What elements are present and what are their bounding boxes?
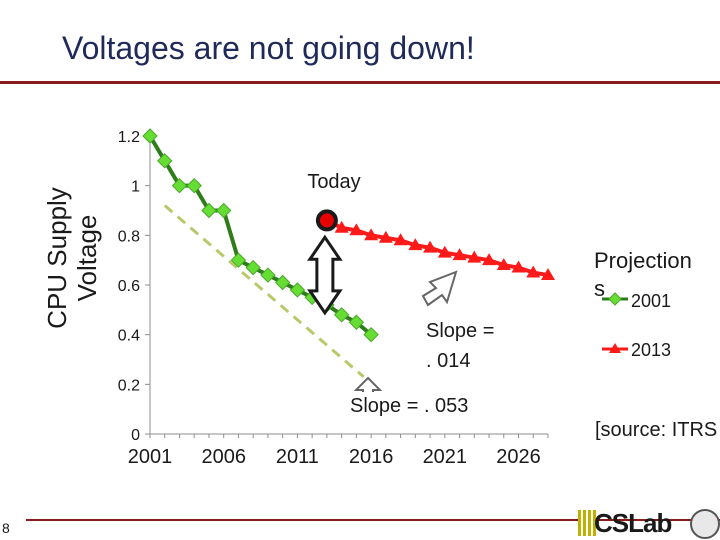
series-2001-line	[148, 134, 373, 337]
series-2013-point	[526, 265, 541, 278]
series-layer	[142, 128, 555, 343]
series-2001-point	[363, 326, 379, 343]
slide-title: Voltages are not going down!	[62, 30, 475, 66]
series-2013-point	[364, 228, 379, 241]
footer-divider	[26, 519, 720, 521]
y-tick-label: 0.4	[118, 328, 140, 345]
y-axis-title-line: CPU Supply	[42, 187, 72, 329]
y-tick-label: 0	[131, 427, 140, 444]
series-2001-point	[245, 259, 261, 276]
series-2001-point	[230, 252, 247, 268]
series-2001-point	[274, 274, 291, 291]
series-2013-point	[496, 258, 511, 271]
series-2001-point	[260, 267, 276, 283]
series-2001-point	[157, 153, 173, 169]
slope-014-callout-arrow	[421, 270, 458, 307]
slope-014-label-line: Slope =	[426, 320, 494, 342]
legend-title-line: Projection	[594, 248, 692, 273]
source-note: [source: ITRS	[595, 419, 717, 441]
y-tick-label: 1	[131, 179, 140, 196]
series-2001-point	[289, 282, 306, 298]
series-2013-line	[325, 218, 549, 278]
logo-text: CSLab	[594, 508, 672, 538]
series-2013-point	[467, 250, 482, 263]
slide-number: 8	[2, 520, 10, 536]
series-2013-point	[349, 223, 364, 236]
x-tick-label: 2021	[423, 446, 468, 468]
series-2013-point	[408, 238, 423, 251]
legend-2013-label: 2013	[631, 340, 671, 360]
series-2013-point	[423, 240, 438, 253]
series-2013-point	[482, 253, 497, 266]
series-2013-point	[334, 220, 349, 233]
slope-053-label: Slope = . 053	[350, 395, 468, 417]
legend-2013-marker	[609, 343, 621, 353]
today-marker	[315, 209, 338, 232]
logo-grid-icon	[578, 510, 596, 536]
series-2001-point	[171, 177, 188, 194]
x-tick-label: 2016	[349, 446, 394, 468]
series-2001-point	[142, 128, 158, 144]
x-tick-label: 2006	[201, 446, 246, 468]
university-seal-icon	[690, 509, 720, 539]
voltage-gap-arrow	[307, 234, 343, 316]
chart-axes: 0 0.2 0.4 0.6 0.8 1 1.2 2001 2006 2011 2016 2021 202…	[42, 129, 549, 468]
y-axis-title-line: Voltage	[72, 215, 102, 302]
series-2013-point	[511, 260, 526, 273]
series-2001-point	[215, 202, 232, 219]
slope-014-label: Slope = . 014	[426, 320, 494, 372]
cslab-logo: CSLab	[578, 506, 720, 540]
y-tick-label: 1.2	[118, 129, 140, 146]
series-2013-point	[437, 245, 452, 258]
today-label: Today	[307, 171, 360, 193]
series-2001-point	[333, 307, 350, 323]
y-tick-label: 0.2	[118, 377, 140, 394]
trend-line-2001	[163, 204, 365, 379]
series-2013-point	[541, 268, 555, 280]
annotation-layer: Today Slope = . 014 Slope = . 053	[307, 171, 550, 422]
x-tick-label: 2001	[128, 446, 173, 468]
series-2001-point	[201, 202, 217, 219]
x-tick-label: 2026	[496, 446, 541, 468]
legend-title: Projection s	[594, 248, 692, 301]
series-2001-point	[186, 177, 202, 194]
legend: Projection s 2001 2013 [source: ITRS	[594, 248, 717, 441]
legend-2001-label: 2001	[631, 291, 671, 311]
slope-053-box	[344, 392, 492, 422]
series-2013-point	[378, 230, 393, 243]
y-tick-label: 0.6	[118, 278, 140, 295]
y-tick-label: 0.8	[118, 228, 140, 245]
series-2013-point	[452, 248, 467, 261]
trend-layer	[163, 204, 365, 379]
slope-014-box	[418, 310, 550, 376]
legend-2001-marker	[608, 292, 622, 306]
slope-014-label-line: . 014	[426, 350, 470, 372]
series-2013-point	[393, 233, 408, 246]
y-axis-title: CPU SupplyVoltage	[42, 187, 102, 329]
x-tick-label: 2011	[276, 446, 319, 468]
series-2001-point	[348, 314, 365, 330]
title-divider	[0, 81, 720, 84]
legend-title-line: s	[594, 276, 605, 301]
